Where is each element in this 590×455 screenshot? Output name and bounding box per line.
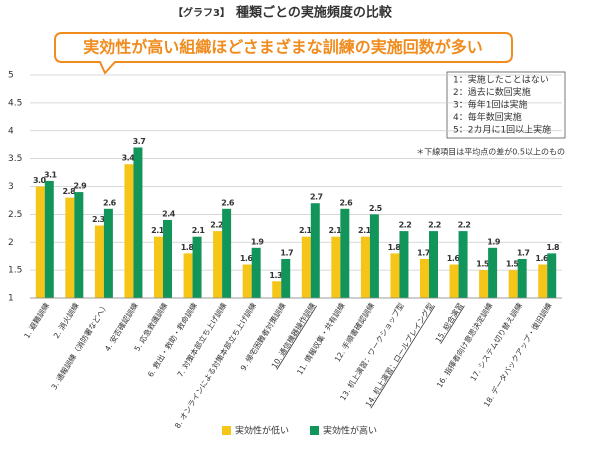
y-tick-label: 1 <box>8 294 14 304</box>
bar <box>488 247 498 298</box>
value-label: 2.2 <box>399 221 412 230</box>
value-label: 2.1 <box>358 226 372 235</box>
legend-swatch <box>310 426 319 435</box>
bar <box>547 253 557 298</box>
value-label: 1.7 <box>517 248 530 257</box>
scale-note: 1：実施したことはない <box>453 74 549 86</box>
value-label: 2.1 <box>299 226 313 235</box>
value-label: 1.6 <box>535 254 549 263</box>
value-label: 1.7 <box>417 248 430 257</box>
bar <box>251 247 261 298</box>
value-label: 3.1 <box>44 170 58 179</box>
bar <box>360 236 370 298</box>
value-label: 1.6 <box>447 254 461 263</box>
bar <box>124 164 134 298</box>
value-label: 2.2 <box>428 221 441 230</box>
y-tick-label: 1.5 <box>8 266 22 276</box>
bar <box>103 208 113 298</box>
bar <box>183 253 193 298</box>
note: ＊下線項目は平均点の差が0.5以上のもの <box>416 147 565 157</box>
value-label: 1.6 <box>240 254 254 263</box>
bar <box>192 236 202 298</box>
bar <box>390 253 400 298</box>
value-label: 2.1 <box>328 226 342 235</box>
scale-note: 3：毎年1回は実施 <box>453 99 527 111</box>
bar <box>429 231 438 298</box>
value-label: 2.5 <box>369 204 383 213</box>
value-label: 2.7 <box>310 193 323 202</box>
bar <box>538 264 548 298</box>
scale-note: 5：2カ月に1回以上実施 <box>453 124 551 136</box>
y-tick-label: 5 <box>8 71 14 81</box>
banner <box>54 32 513 75</box>
bar <box>399 231 409 298</box>
value-label: 2.3 <box>92 215 105 224</box>
value-label: 1.5 <box>476 260 490 269</box>
y-tick-label: 4.5 <box>8 98 22 108</box>
bar <box>154 236 163 298</box>
bar <box>281 258 291 298</box>
value-label: 2.4 <box>162 209 176 218</box>
y-tick-label: 2.5 <box>8 210 22 220</box>
value-label: 2.6 <box>221 198 235 207</box>
y-tick-label: 4 <box>8 126 14 136</box>
bar <box>133 147 143 298</box>
bar <box>163 219 172 298</box>
value-label: 2.8 <box>62 187 76 196</box>
bar <box>458 231 468 298</box>
scale-note: 2：過去に数回実施 <box>453 86 531 98</box>
value-label: 2.9 <box>73 182 87 191</box>
value-label: 1.7 <box>280 248 293 257</box>
y-tick-label: 3 <box>8 182 14 192</box>
banner-text: 実効性が高い組織ほどさまざまな訓練の実施回数が多い <box>83 38 483 57</box>
value-label: 2.2 <box>458 221 471 230</box>
scale-note: 4：毎年数回実施 <box>453 111 522 123</box>
bar <box>310 203 320 298</box>
y-tick-label: 3.5 <box>8 154 22 164</box>
bar <box>331 236 341 298</box>
bar <box>44 180 54 298</box>
value-label: 2.6 <box>103 198 117 207</box>
bar <box>213 231 223 298</box>
bar <box>242 264 252 298</box>
value-label: 1.8 <box>388 243 402 252</box>
bar <box>301 236 311 298</box>
bar <box>74 192 84 298</box>
value-label: 2.1 <box>151 226 165 235</box>
value-label: 3.0 <box>33 176 47 185</box>
value-label: 2.2 <box>210 221 223 230</box>
y-tick-label: 2 <box>8 238 14 248</box>
bar <box>340 208 350 298</box>
value-label: 3.7 <box>133 137 146 146</box>
legend-swatch <box>222 426 231 435</box>
bar <box>420 258 429 298</box>
bar <box>479 270 489 298</box>
value-label: 2.6 <box>339 198 353 207</box>
bar <box>222 208 232 298</box>
value-label: 2.1 <box>192 226 206 235</box>
value-label: 1.8 <box>546 243 560 252</box>
bar <box>272 281 282 298</box>
bar <box>369 214 379 298</box>
bar <box>94 225 104 298</box>
value-label: 1.3 <box>269 271 282 280</box>
value-label: 1.5 <box>506 260 520 269</box>
bar <box>35 186 45 298</box>
bar <box>449 264 459 298</box>
bar <box>65 197 75 298</box>
scale-box <box>446 71 566 139</box>
legend-label: 実効性が低い <box>235 425 289 437</box>
title-tag: 【グラフ3】 <box>173 6 230 19</box>
value-label: 1.8 <box>181 243 195 252</box>
bar <box>508 270 518 298</box>
legend-label: 実効性が高い <box>323 425 377 437</box>
value-label: 3.4 <box>122 154 136 163</box>
value-label: 1.9 <box>487 237 501 246</box>
chart-title: 種類ごとの実施頻度の比較 <box>236 5 393 21</box>
bar <box>517 258 527 298</box>
value-label: 1.9 <box>251 237 265 246</box>
